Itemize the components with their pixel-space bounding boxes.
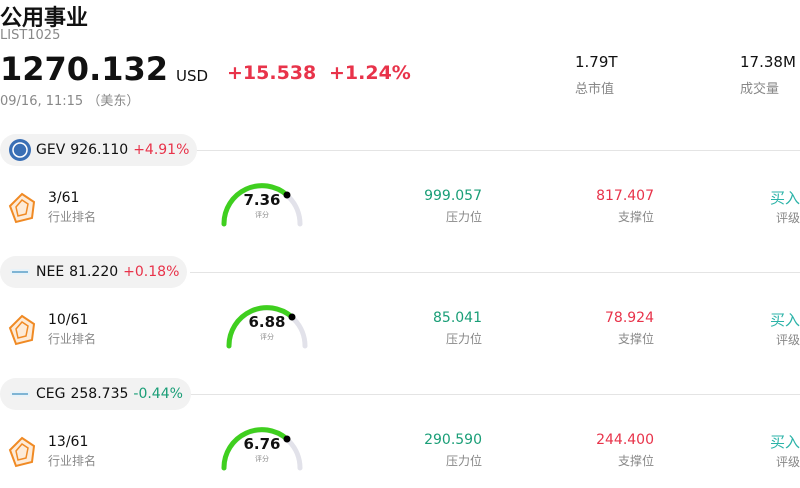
support-label: 支撑位 xyxy=(617,210,654,224)
rating[interactable]: 买入 xyxy=(769,311,800,329)
rank-label: 行业排名 xyxy=(48,332,97,346)
title: 公用事业 xyxy=(0,6,89,31)
rank-label: 行业排名 xyxy=(48,454,97,468)
stat-value: 1.79T xyxy=(575,53,618,71)
stat-label: 成交量 xyxy=(740,82,780,97)
resistance: 290.590 xyxy=(424,432,482,448)
score-gauge xyxy=(221,427,303,471)
pill-text: 926.110 xyxy=(70,142,129,158)
resistance: 85.041 xyxy=(433,310,482,326)
rank-icon xyxy=(8,314,36,346)
rating[interactable]: 买入 xyxy=(769,433,800,451)
rank-icon xyxy=(8,436,36,468)
rank: 10/61 xyxy=(48,312,89,328)
score: 6.76 xyxy=(243,435,281,453)
change-pct: +1.24% xyxy=(329,62,411,84)
code: LIST1025 xyxy=(0,28,61,43)
score: 7.36 xyxy=(243,191,281,209)
resistance-label: 压力位 xyxy=(445,210,482,224)
score-gauge xyxy=(226,305,308,349)
change: +15.538 xyxy=(227,62,317,84)
stock-pill[interactable]: GEV 926.110 +4.91% xyxy=(0,134,198,166)
rating[interactable]: 买入 xyxy=(769,189,800,207)
rank-label: 行业排名 xyxy=(48,210,97,224)
divider xyxy=(190,272,800,273)
pill-text: 258.735 xyxy=(70,386,129,402)
support: 244.400 xyxy=(596,432,654,448)
resistance: 999.057 xyxy=(424,188,482,204)
rating-label: 评级 xyxy=(775,333,800,347)
score-gauge xyxy=(221,183,303,227)
stock-logo xyxy=(10,391,30,397)
resistance-label: 压力位 xyxy=(445,454,482,468)
rank-icon xyxy=(8,192,36,224)
stat-label: 总市值 xyxy=(575,82,615,97)
rank: 13/61 xyxy=(48,434,89,450)
score-label: 评分 xyxy=(255,211,269,219)
pill-text: -0.44% xyxy=(133,386,183,402)
stock-pill[interactable]: NEE 81.220 +0.18% xyxy=(0,256,188,288)
divider xyxy=(190,394,800,395)
support: 817.407 xyxy=(596,188,654,204)
stock-logo xyxy=(9,139,31,161)
pill-text: +4.91% xyxy=(133,142,190,158)
time: 09/16, 11:15 （美东） xyxy=(0,94,140,109)
resistance-label: 压力位 xyxy=(445,332,482,346)
score-label: 评分 xyxy=(255,455,269,463)
stock-logo xyxy=(10,269,30,275)
support-label: 支撑位 xyxy=(617,454,654,468)
stat-value: 17.38M xyxy=(740,53,796,71)
price: 1270.132 xyxy=(0,50,169,88)
support-label: 支撑位 xyxy=(617,332,654,346)
pill-text: GEV xyxy=(36,142,66,158)
rating-label: 评级 xyxy=(775,211,800,225)
pill-text: NEE xyxy=(36,264,65,280)
score-label: 评分 xyxy=(260,333,274,341)
support: 78.924 xyxy=(605,310,654,326)
rank: 3/61 xyxy=(48,190,80,206)
stock-pill[interactable]: CEG 258.735 -0.44% xyxy=(0,378,191,410)
score: 6.88 xyxy=(248,313,286,331)
divider xyxy=(190,150,800,151)
rating-label: 评级 xyxy=(775,455,800,469)
pill-text: CEG xyxy=(36,386,66,402)
pill-text: 81.220 xyxy=(69,264,119,280)
currency: USD xyxy=(176,67,209,85)
pill-text: +0.18% xyxy=(123,264,180,280)
